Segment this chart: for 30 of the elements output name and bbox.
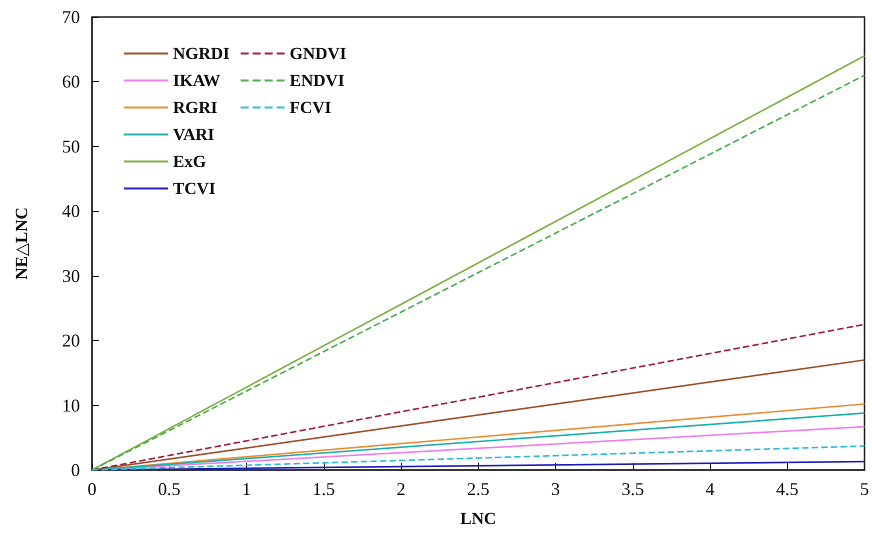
- legend-label: VARI: [173, 125, 215, 144]
- y-tick-label: 20: [62, 330, 80, 351]
- x-tick-label: 2.5: [467, 479, 490, 499]
- legend-label: IKAW: [173, 71, 220, 90]
- legend-label: RGRI: [173, 98, 218, 117]
- y-tick-label: 30: [62, 266, 80, 286]
- y-tick-label: 10: [62, 395, 80, 416]
- legend-label: ENDVI: [290, 71, 345, 90]
- x-tick-label: 1.5: [312, 479, 335, 499]
- legend-label: GNDVI: [290, 44, 347, 63]
- y-tick-label: 50: [62, 136, 80, 156]
- legend-label: FCVI: [290, 98, 332, 117]
- legend-label: ExG: [173, 152, 206, 171]
- y-tick-label: 40: [62, 201, 80, 222]
- x-axis-title: LNC: [460, 509, 496, 528]
- x-tick-label: 4.5: [776, 479, 798, 499]
- x-tick-label: 5: [860, 479, 869, 499]
- x-tick-label: 4: [706, 479, 714, 499]
- x-tick-label: 3.5: [622, 479, 644, 499]
- legend-label: NGRDI: [173, 44, 230, 63]
- y-tick-label: 60: [62, 72, 80, 92]
- x-tick-label: 3: [551, 479, 560, 499]
- x-tick-label: 0.5: [158, 479, 180, 499]
- x-tick-label: 1: [242, 479, 251, 499]
- legend-label: TCVI: [173, 179, 216, 198]
- y-tick-label: 70: [62, 7, 80, 27]
- y-tick-label: 0: [71, 460, 80, 480]
- x-tick-label: 2: [396, 479, 406, 499]
- y-axis-title: NE△LNC: [12, 207, 31, 280]
- x-tick-label: 0: [88, 479, 96, 499]
